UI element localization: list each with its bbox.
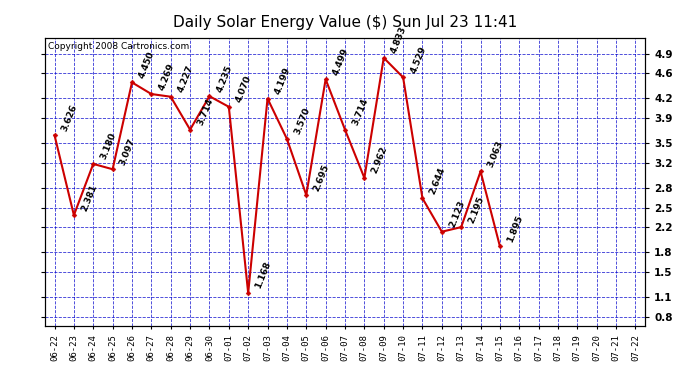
- Text: 4.499: 4.499: [331, 46, 351, 76]
- Text: 2.123: 2.123: [447, 199, 466, 229]
- Text: 2.381: 2.381: [79, 183, 99, 212]
- Text: 4.269: 4.269: [157, 62, 176, 91]
- Text: 3.570: 3.570: [293, 106, 311, 136]
- Text: 3.626: 3.626: [60, 103, 79, 132]
- Text: Copyright 2008 Cartronics.com: Copyright 2008 Cartronics.com: [48, 42, 189, 51]
- Text: 3.097: 3.097: [118, 136, 137, 166]
- Text: 4.833: 4.833: [389, 25, 408, 55]
- Text: 3.714: 3.714: [351, 97, 370, 127]
- Text: 1.895: 1.895: [506, 214, 524, 244]
- Text: 4.199: 4.199: [273, 66, 292, 96]
- Text: 3.180: 3.180: [99, 132, 118, 161]
- Text: 2.644: 2.644: [428, 166, 447, 195]
- Text: 2.695: 2.695: [312, 162, 331, 192]
- Text: 4.227: 4.227: [176, 64, 195, 94]
- Text: Daily Solar Energy Value ($) Sun Jul 23 11:41: Daily Solar Energy Value ($) Sun Jul 23 …: [173, 15, 517, 30]
- Text: 2.195: 2.195: [466, 195, 486, 224]
- Text: 1.168: 1.168: [254, 261, 273, 290]
- Text: 4.235: 4.235: [215, 64, 234, 93]
- Text: 4.070: 4.070: [235, 74, 253, 104]
- Text: 4.529: 4.529: [408, 45, 428, 75]
- Text: 4.450: 4.450: [137, 50, 157, 80]
- Text: 3.063: 3.063: [486, 139, 505, 169]
- Text: 2.962: 2.962: [370, 146, 389, 175]
- Text: 3.714: 3.714: [196, 97, 215, 127]
